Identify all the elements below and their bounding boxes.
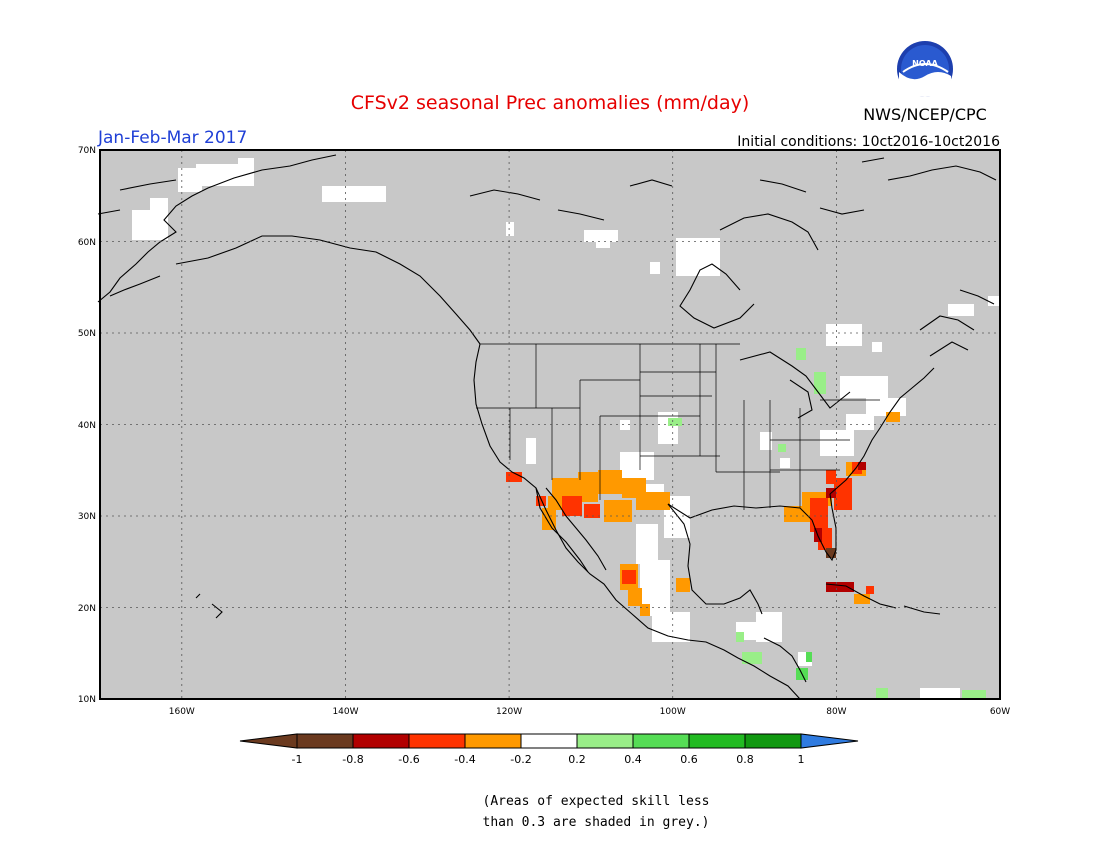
colorbar-label: -0.8	[342, 753, 363, 766]
lon-tick-label: 100W	[660, 707, 686, 717]
colorbar-segment	[409, 734, 465, 748]
lat-ticks: 70N 60N 50N 40N 30N 20N 10N	[78, 146, 96, 705]
lat-tick-label: 10N	[78, 695, 96, 705]
lon-tick-label: 80W	[826, 707, 846, 717]
coastlines	[97, 154, 997, 700]
colorbar-label: 1	[798, 753, 805, 766]
wet-light-regions	[668, 348, 986, 698]
lon-tick-label: 120W	[496, 707, 522, 717]
lat-tick-label: 60N	[78, 238, 96, 248]
lat-tick-label: 50N	[78, 329, 96, 339]
colorbar-label: -0.6	[398, 753, 419, 766]
org-label: NWS/NCEP/CPC	[863, 105, 987, 124]
lon-tick-label: 160W	[169, 707, 195, 717]
lon-tick-label: 140W	[332, 707, 358, 717]
forecast-period: Jan-Feb-Mar 2017	[97, 128, 247, 148]
state-boundaries	[476, 343, 880, 510]
lon-tick-label: 60W	[990, 707, 1010, 717]
colorbar: -1 -0.8 -0.6 -0.4 -0.2 0.2 0.4 0.6 0.8 1	[239, 733, 859, 766]
colorbar-label: 0.4	[624, 753, 642, 766]
colorbar-segment	[745, 734, 801, 748]
skill-note-line2: than 0.3 are shaded in grey.)	[483, 815, 710, 830]
initial-conditions: Initial conditions: 10ct2016-10ct2016	[737, 134, 1000, 150]
skill-note-line1: (Areas of expected skill less	[483, 794, 710, 809]
colorbar-segment	[465, 734, 521, 748]
colorbar-segment	[633, 734, 689, 748]
graticule	[100, 150, 1000, 699]
colorbar-label: -0.4	[454, 753, 475, 766]
noaa-logo-icon: NOAA	[897, 41, 953, 97]
colorbar-left-arrow	[240, 734, 297, 748]
map-frame	[99, 149, 1001, 700]
colorbar-label: 0.8	[736, 753, 754, 766]
lat-tick-label: 20N	[78, 604, 96, 614]
colorbar-label: -0.2	[510, 753, 531, 766]
lat-tick-label: 30N	[78, 512, 96, 522]
map-title: CFSv2 seasonal Prec anomalies (mm/day)	[351, 92, 750, 114]
colorbar-label: 0.6	[680, 753, 698, 766]
colorbar-right-arrow	[801, 734, 858, 748]
colorbar-segment	[353, 734, 409, 748]
map-panel: 70N 60N 50N 40N 30N 20N 10N 160W 140W 12…	[78, 146, 1010, 717]
lat-tick-label: 40N	[78, 421, 96, 431]
lon-ticks: 160W 140W 120W 100W 80W 60W	[169, 707, 1011, 717]
colorbar-segment	[521, 734, 577, 748]
dry-extreme-regions	[826, 548, 836, 558]
colorbar-label: -1	[292, 753, 303, 766]
colorbar-segment	[297, 734, 353, 748]
noaa-logo-text: NOAA	[912, 59, 938, 68]
lat-tick-label: 70N	[78, 146, 96, 156]
colorbar-segment	[577, 734, 633, 748]
colorbar-segment	[689, 734, 745, 748]
colorbar-label: 0.2	[568, 753, 586, 766]
